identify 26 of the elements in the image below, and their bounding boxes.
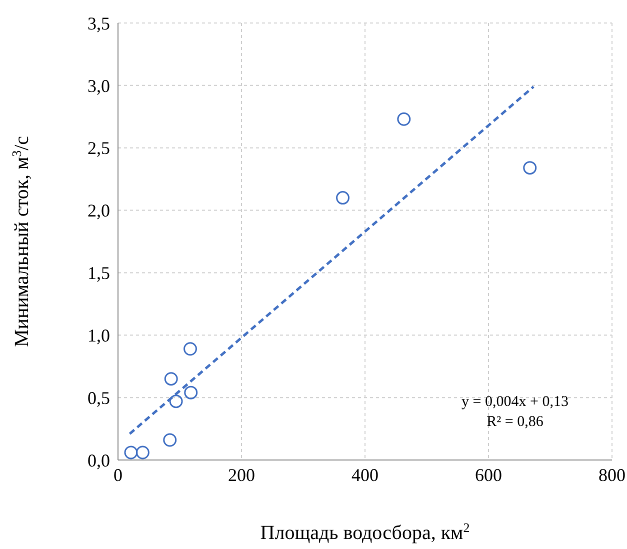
x-tick-label: 0	[114, 464, 122, 485]
y-tick-label: 0,5	[88, 388, 110, 408]
y-tick-label: 2,5	[88, 138, 110, 158]
point	[336, 191, 350, 205]
y-tick-label: 3,0	[88, 76, 110, 96]
x-tick-label: 800	[598, 464, 626, 485]
y-tick-label: 0,0	[88, 450, 110, 470]
point	[397, 112, 411, 126]
point	[164, 372, 178, 386]
point	[163, 433, 177, 447]
point	[523, 161, 537, 175]
point	[136, 446, 150, 460]
y-tick-label: 3,5	[88, 13, 110, 34]
point	[124, 446, 138, 460]
y-tick-label: 1,0	[88, 326, 110, 346]
annotation: R² = 0,86	[486, 413, 544, 432]
x-axis-title: Площадь водосбора, км$^{2}$	[260, 520, 470, 544]
x-tick-label: 400	[352, 464, 378, 485]
y-tick-label: 2,0	[88, 200, 110, 221]
annotation: y = 0,004x + 0,13	[460, 393, 570, 412]
x-tick-label: 200	[228, 464, 255, 485]
point	[183, 342, 197, 356]
point	[184, 386, 198, 400]
point	[169, 394, 183, 408]
x-tick-label: 600	[475, 464, 502, 485]
y-tick-label: 1,5	[88, 263, 110, 284]
